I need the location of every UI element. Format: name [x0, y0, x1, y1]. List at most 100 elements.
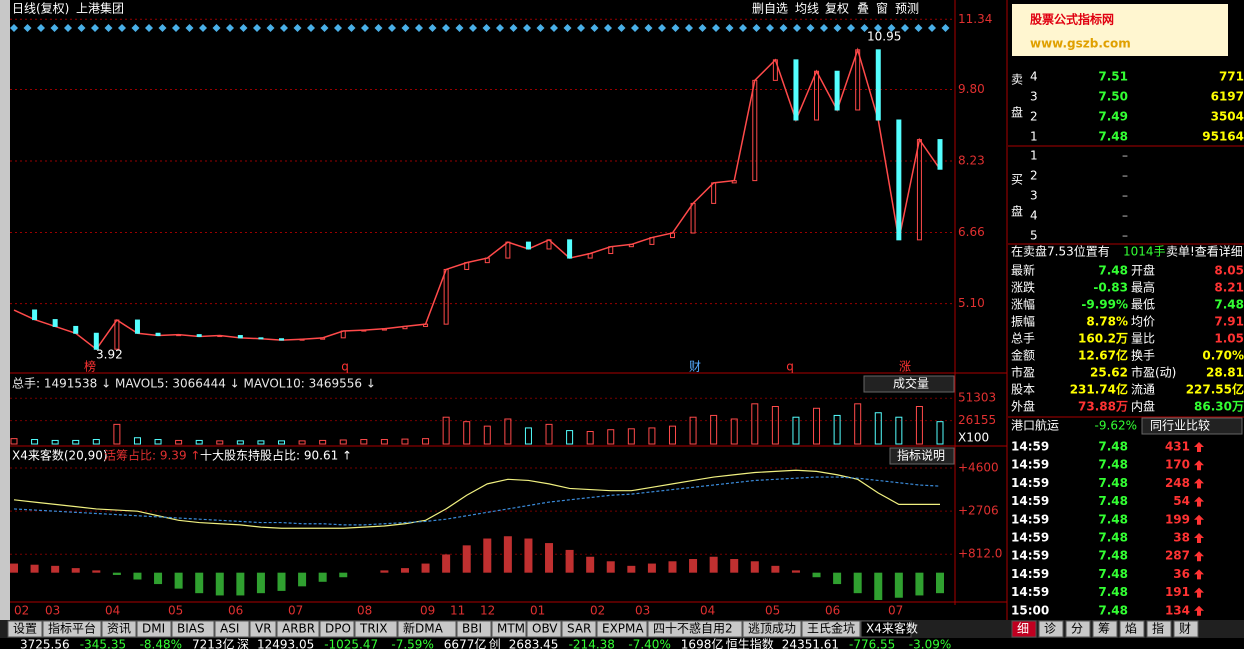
status-item: 恒生指数 — [726, 637, 774, 649]
tab[interactable] — [136, 620, 172, 638]
histogram-bar — [709, 556, 718, 573]
tab[interactable] — [249, 620, 277, 638]
x-tick-label: 06 — [825, 604, 840, 618]
tab[interactable] — [397, 620, 457, 638]
stat-value: -9.99% — [1081, 298, 1128, 312]
volume-bar — [51, 439, 59, 445]
y-tick-label: +2706 — [958, 504, 999, 518]
marker — [455, 24, 464, 32]
tab[interactable] — [561, 620, 597, 638]
tab[interactable] — [276, 620, 320, 638]
candle — [916, 139, 922, 241]
up-arrow — [1194, 569, 1204, 580]
tab[interactable] — [42, 620, 102, 638]
tab[interactable] — [801, 620, 861, 638]
tab[interactable] — [1146, 620, 1172, 638]
histogram-bar — [236, 572, 245, 596]
tab[interactable] — [1065, 620, 1091, 638]
y-tick-label: 8.23 — [958, 154, 985, 168]
x-tick-label: 07 — [888, 604, 903, 618]
histogram-bar — [318, 572, 327, 582]
candle — [176, 334, 182, 337]
tick-volume: 170 — [1165, 458, 1190, 472]
tab[interactable] — [7, 620, 43, 638]
stat-label: 换手 — [1131, 349, 1155, 363]
price: 7.51 — [1098, 70, 1128, 84]
tab[interactable] — [1092, 620, 1118, 638]
tick-volume: 38 — [1173, 531, 1190, 545]
stat-value: -0.83 — [1093, 281, 1128, 295]
marker — [361, 24, 369, 32]
level: 1 — [1030, 130, 1038, 144]
volume-bar — [10, 438, 18, 445]
candle — [114, 319, 120, 350]
tab[interactable] — [526, 620, 562, 638]
candle — [237, 335, 243, 339]
tab[interactable] — [319, 620, 355, 638]
marker — [442, 24, 450, 32]
histogram-bar — [174, 572, 183, 589]
tick-volume: 248 — [1165, 476, 1190, 490]
tab[interactable] — [491, 620, 527, 638]
marker — [806, 24, 815, 32]
tab[interactable] — [596, 620, 648, 638]
marker — [23, 24, 32, 32]
volume-bar — [113, 423, 121, 445]
x-tick-label: 07 — [288, 604, 303, 618]
tick-price: 7.48 — [1098, 549, 1128, 563]
button[interactable] — [863, 375, 955, 393]
tab[interactable] — [214, 620, 250, 638]
histogram-bar — [154, 572, 163, 585]
marker — [172, 24, 180, 32]
price: 7.48 — [1098, 130, 1128, 144]
tab[interactable] — [860, 620, 912, 638]
stat-value: 28.81 — [1206, 366, 1244, 380]
status-item: 2683.45 — [509, 638, 559, 649]
marker — [698, 24, 707, 32]
candle — [340, 330, 346, 339]
marker — [50, 24, 59, 32]
button[interactable] — [889, 447, 955, 465]
histogram-bar — [10, 563, 18, 573]
volume-bar — [380, 439, 388, 445]
tab[interactable] — [171, 620, 215, 638]
tab[interactable] — [1119, 620, 1145, 638]
stat-label: 总手 — [1011, 332, 1035, 346]
volume-bar — [504, 418, 512, 445]
tab-label: 资讯 — [107, 622, 131, 636]
histogram-bar — [483, 538, 492, 573]
stat-value: 7.91 — [1214, 315, 1244, 329]
candle — [567, 239, 573, 259]
button[interactable] — [1141, 417, 1243, 435]
marker — [307, 24, 315, 32]
price: 7.50 — [1098, 90, 1128, 104]
tab[interactable] — [101, 620, 137, 638]
tab[interactable] — [647, 620, 743, 638]
tab[interactable] — [1038, 620, 1064, 638]
tab[interactable] — [1173, 620, 1199, 638]
watermark-title: 股票公式指标网 — [1030, 12, 1114, 27]
level: 4 — [1030, 209, 1038, 223]
volume-legend: 总手: 1491538 ↓ MAVOL5: 3066444 ↓ MAVOL10:… — [12, 377, 376, 391]
tab[interactable] — [354, 620, 398, 638]
marker — [212, 24, 221, 32]
status-item: 3725.56 — [20, 638, 70, 649]
volume-bar — [730, 418, 738, 445]
marker — [563, 24, 572, 32]
candle — [258, 337, 264, 340]
tick-price: 7.48 — [1098, 476, 1128, 490]
volume: 95164 — [1202, 130, 1244, 144]
stat-value: 86.30万 — [1194, 400, 1244, 414]
volume-bar — [175, 439, 183, 445]
low-label: 3.92 — [96, 348, 123, 362]
stat-label: 外盘 — [1011, 399, 1035, 414]
marker — [293, 24, 302, 32]
tab[interactable] — [742, 620, 802, 638]
tab[interactable] — [1011, 620, 1037, 638]
x-tick-label: 03 — [45, 604, 60, 618]
level: 2 — [1030, 110, 1038, 124]
stat-value: 7.48 — [1214, 298, 1244, 312]
volume-bar — [31, 439, 39, 445]
tab[interactable] — [456, 620, 492, 638]
up-arrow — [1194, 551, 1204, 562]
